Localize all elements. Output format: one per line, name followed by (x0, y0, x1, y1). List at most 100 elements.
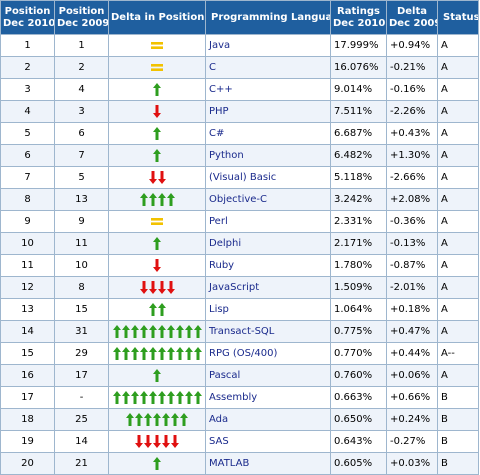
language-cell: Delphi (205, 232, 331, 255)
position-2010-cell: 3 (0, 78, 55, 101)
up-arrow-icon (135, 413, 143, 426)
delta-rating-cell: +0.24% (386, 408, 438, 431)
header-ratings-line2: Dec 2010 (333, 17, 386, 29)
language-cell: (Visual) Basic (205, 166, 331, 189)
status-cell: A (437, 188, 479, 211)
language-cell: Perl (205, 210, 331, 233)
table-row: 13 15 Lisp 1.064% +0.18% A (0, 298, 479, 321)
position-2010-cell: 13 (0, 298, 55, 321)
delta-indicator (148, 300, 166, 320)
delta-position-cell (108, 34, 206, 57)
up-arrow-icon (112, 391, 121, 404)
delta-position-cell (108, 342, 206, 365)
delta-indicator (153, 366, 161, 386)
down-arrow-icon (144, 435, 152, 448)
delta-position-cell (108, 166, 206, 189)
up-arrow-icon (166, 347, 175, 360)
table-row: 4 3 PHP 7.511% -2.26% A (0, 100, 479, 123)
header-row: Position Dec 2010 Position Dec 2009 Delta … (0, 0, 479, 35)
table-row: 10 11 Delphi 2.171% -0.13% A (0, 232, 479, 255)
delta-indicator (153, 234, 161, 254)
status-cell: B (437, 408, 479, 431)
position-2010-cell: 10 (0, 232, 55, 255)
up-arrow-icon (139, 347, 148, 360)
up-arrow-icon (130, 391, 139, 404)
up-arrow-icon (139, 325, 148, 338)
position-2010-cell: 5 (0, 122, 55, 145)
up-arrow-icon (157, 325, 166, 338)
down-arrow-icon (153, 259, 161, 272)
position-2009-cell: 8 (54, 276, 109, 299)
rating-cell: 7.511% (330, 100, 387, 123)
delta-rating-cell: +0.03% (386, 452, 438, 475)
delta-indicator (153, 146, 161, 166)
equal-icon (151, 217, 163, 226)
status-cell: A (437, 364, 479, 387)
up-arrow-icon (112, 347, 121, 360)
language-cell: SAS (205, 430, 331, 453)
table-row: 2 2 C 16.076% -0.21% A (0, 56, 479, 79)
delta-rating-cell: +0.43% (386, 122, 438, 145)
position-2009-cell: 1 (54, 34, 109, 57)
table-row: 8 13 Objective-C 3.242% +2.08% A (0, 188, 479, 211)
table-row: 9 9 Perl 2.331% -0.36% A (0, 210, 479, 233)
delta-position-cell (108, 232, 206, 255)
up-arrow-icon (126, 413, 134, 426)
language-cell: MATLAB (205, 452, 331, 475)
position-2009-cell: 2 (54, 56, 109, 79)
position-2009-cell: 25 (54, 408, 109, 431)
rating-cell: 0.605% (330, 452, 387, 475)
delta-indicator (112, 344, 202, 364)
up-arrow-icon (153, 369, 161, 382)
delta-indicator (151, 58, 163, 78)
up-arrow-icon (184, 391, 193, 404)
status-cell: A (437, 100, 479, 123)
language-cell: Ada (205, 408, 331, 431)
table-row: 15 29 RPG (OS/400) 0.770% +0.44% A-- (0, 342, 479, 365)
up-arrow-icon (166, 193, 175, 206)
header-position-2010: Position Dec 2010 (0, 0, 55, 35)
delta-position-cell (108, 452, 206, 475)
rating-cell: 6.482% (330, 144, 387, 167)
delta-indicator (151, 212, 163, 232)
rating-cell: 6.687% (330, 122, 387, 145)
status-cell: B (437, 452, 479, 475)
position-2009-cell: 3 (54, 100, 109, 123)
status-cell: A (437, 232, 479, 255)
table-row: 1 1 Java 17.999% +0.94% A (0, 34, 479, 57)
rating-cell: 2.331% (330, 210, 387, 233)
rating-cell: 0.650% (330, 408, 387, 431)
delta-indicator (153, 454, 161, 474)
position-2010-cell: 14 (0, 320, 55, 343)
up-arrow-icon (180, 413, 188, 426)
delta-position-cell (108, 320, 206, 343)
header-position-2009-line2: Dec 2009 (57, 17, 109, 29)
table-row: 16 17 Pascal 0.760% +0.06% A (0, 364, 479, 387)
up-arrow-icon (157, 303, 166, 316)
delta-position-cell (108, 364, 206, 387)
delta-position-cell (108, 276, 206, 299)
delta-position-cell (108, 298, 206, 321)
delta-indicator (153, 80, 161, 100)
up-arrow-icon (148, 325, 157, 338)
up-arrow-icon (153, 127, 161, 140)
language-cell: Lisp (205, 298, 331, 321)
delta-rating-cell: -2.01% (386, 276, 438, 299)
position-2009-cell: 11 (54, 232, 109, 255)
up-arrow-icon (157, 347, 166, 360)
down-arrow-icon (162, 435, 170, 448)
up-arrow-icon (139, 391, 148, 404)
down-arrow-icon (157, 171, 166, 184)
position-2010-cell: 17 (0, 386, 55, 409)
rating-cell: 5.118% (330, 166, 387, 189)
status-cell: A (437, 254, 479, 277)
language-cell: JavaScript (205, 276, 331, 299)
position-2010-cell: 15 (0, 342, 55, 365)
position-2010-cell: 6 (0, 144, 55, 167)
equal-icon (151, 63, 163, 72)
delta-rating-cell: -2.26% (386, 100, 438, 123)
delta-rating-cell: +0.18% (386, 298, 438, 321)
up-arrow-icon (193, 347, 202, 360)
down-arrow-icon (153, 435, 161, 448)
delta-rating-cell: -0.36% (386, 210, 438, 233)
